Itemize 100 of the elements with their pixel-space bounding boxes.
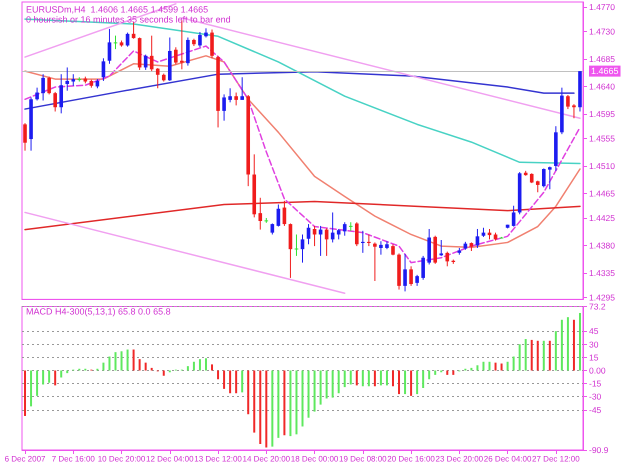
y-tick-label: 1.4770 xyxy=(589,2,616,12)
bar xyxy=(265,370,268,448)
bar xyxy=(428,370,430,380)
bar xyxy=(132,350,135,371)
candlestick xyxy=(186,36,190,66)
x-tick-label: 10 Dec 20:00 xyxy=(98,454,146,464)
bar xyxy=(446,370,448,375)
bar xyxy=(295,370,298,434)
candlestick xyxy=(126,32,130,48)
bar xyxy=(554,331,557,371)
y-tick-label: 45 xyxy=(589,326,599,336)
bar xyxy=(548,340,551,371)
x-tick-label: 23 Dec 20:00 xyxy=(436,454,484,464)
candlestick xyxy=(276,204,280,228)
candlestick xyxy=(409,266,413,286)
bar xyxy=(578,312,581,371)
candlestick xyxy=(530,172,534,184)
x-tick-label: 6 Dec 2007 xyxy=(4,454,46,464)
candlestick xyxy=(114,35,118,50)
line-series xyxy=(24,70,575,110)
bar xyxy=(144,362,147,371)
bar xyxy=(530,340,533,371)
bar xyxy=(60,370,62,378)
candlestick xyxy=(482,227,486,238)
candlestick xyxy=(108,28,112,64)
bar xyxy=(114,352,116,371)
x-tick-label: 13 Dec 12:00 xyxy=(194,454,242,464)
bar xyxy=(229,370,232,394)
candlestick xyxy=(53,91,57,112)
x-tick-label: 18 Dec 00:00 xyxy=(290,454,339,464)
bar xyxy=(186,366,189,371)
bar xyxy=(434,370,436,375)
bar xyxy=(326,370,328,398)
y-tick-label: 1.4510 xyxy=(589,160,616,171)
candlestick xyxy=(41,74,45,101)
y-tick-label: -15 xyxy=(589,378,602,389)
bar xyxy=(211,364,214,371)
bar xyxy=(308,370,310,418)
candlestick xyxy=(65,66,70,92)
bar xyxy=(235,370,238,394)
bar xyxy=(512,356,515,371)
y-tick-label: 1.4335 xyxy=(589,268,616,278)
candlestick xyxy=(144,54,148,70)
x-tick-label: 20 Dec 16:00 xyxy=(387,454,436,464)
bar xyxy=(66,370,68,374)
bar xyxy=(506,362,509,371)
y-tick-label: -90.9 xyxy=(589,445,609,455)
y-tick-label: -30 xyxy=(589,392,602,402)
candlestick xyxy=(548,166,552,190)
bar xyxy=(566,317,569,371)
candlestick xyxy=(228,88,232,103)
candlestick xyxy=(270,222,274,235)
bar xyxy=(410,370,412,396)
x-tick-label: 19 Dec 08:00 xyxy=(339,454,388,464)
candlestick xyxy=(222,94,226,122)
candlestick xyxy=(102,58,106,82)
ref-line-label: 1.4665 xyxy=(591,66,619,76)
bar xyxy=(572,320,575,371)
x-tick-label: 12 Dec 04:00 xyxy=(146,454,194,464)
bar xyxy=(500,364,503,371)
bar xyxy=(120,351,123,371)
bar xyxy=(536,340,539,371)
bar xyxy=(386,370,388,386)
bar xyxy=(452,370,454,375)
bar xyxy=(271,370,274,447)
bar xyxy=(48,370,50,383)
y-tick-label: 30 xyxy=(589,339,599,350)
x-tick-label: 14 Dec 20:00 xyxy=(242,454,291,464)
y-tick-label: 1.4730 xyxy=(589,26,616,36)
bar xyxy=(241,370,244,392)
bar xyxy=(524,339,527,371)
bar xyxy=(24,370,26,416)
bar xyxy=(416,370,418,394)
bar xyxy=(223,370,226,389)
bar xyxy=(374,370,376,386)
y-tick-label: 15 xyxy=(589,352,599,362)
candlestick xyxy=(324,228,328,256)
bar xyxy=(108,356,110,371)
bar xyxy=(217,370,220,380)
line-series xyxy=(24,200,581,230)
candlestick xyxy=(312,225,316,247)
y-tick-label: 1.4380 xyxy=(589,240,616,250)
bar xyxy=(126,350,129,371)
y-tick-label: 1.4295 xyxy=(589,292,616,302)
bar xyxy=(102,362,104,371)
candlestick xyxy=(150,35,154,72)
candlestick xyxy=(566,94,570,110)
chart-title: EURUSDm,H4 1.4606 1.4665 1.4599 1.4665 xyxy=(26,4,208,14)
chart-title: MACD H4-300(5,13,1) 65.8 0.0 65.8 xyxy=(26,306,171,316)
bar xyxy=(54,370,56,386)
bar xyxy=(338,370,340,394)
candlestick xyxy=(536,180,540,193)
bar xyxy=(198,359,201,371)
candlestick xyxy=(421,255,425,280)
bar xyxy=(392,370,394,386)
y-tick-label: 1.4640 xyxy=(589,81,616,92)
y-tick-label: 1.4425 xyxy=(589,212,616,223)
bar xyxy=(283,370,286,436)
candlestick xyxy=(354,222,359,247)
candlestick xyxy=(488,228,492,240)
